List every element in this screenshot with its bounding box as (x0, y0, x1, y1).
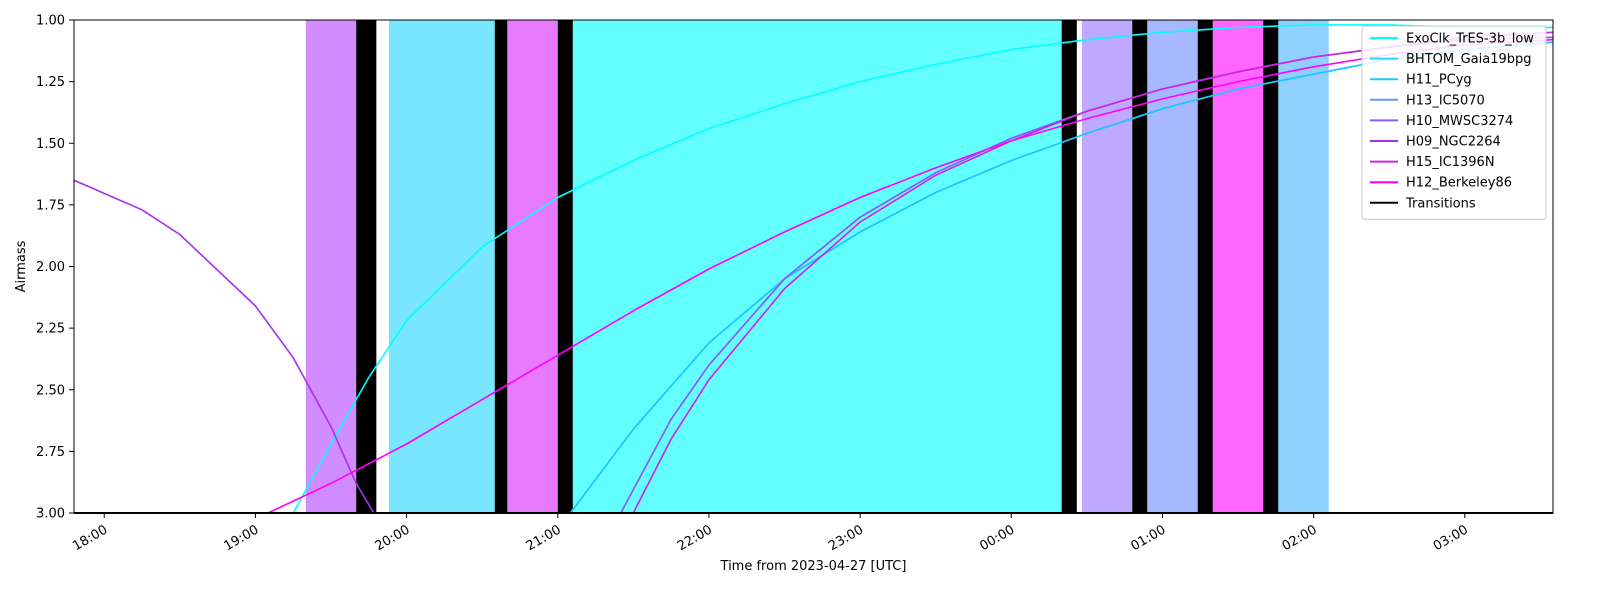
y-tick-label: 1.25 (36, 75, 65, 90)
x-tick-label: 00:00 (977, 522, 1017, 554)
observation-block (388, 20, 495, 513)
observation-block (1081, 20, 1133, 513)
series-line-5 (74, 179, 375, 513)
y-axis-label: Airmass (14, 240, 29, 292)
x-tick-label: 19:00 (221, 522, 261, 554)
x-tick-label: 02:00 (1280, 522, 1320, 554)
transition-block (1197, 20, 1213, 513)
x-tick-label: 18:00 (70, 522, 110, 554)
observation-block (1147, 20, 1198, 513)
y-tick-label: 2.00 (36, 260, 65, 275)
legend-entry: H13_IC5070 (1406, 93, 1485, 108)
x-tick-label: 03:00 (1431, 522, 1471, 554)
transition-block (1263, 20, 1279, 513)
legend: ExoClk_TrES-3b_low BHTOM_Gaia19bpg H11_PCy… (1361, 25, 1547, 220)
legend-entry: H15_IC1396N (1406, 155, 1495, 170)
x-tick-label: 23:00 (826, 522, 866, 554)
legend-entry: H12_Berkeley86 (1406, 176, 1512, 191)
observation-blocks (305, 20, 1329, 513)
y-tick-label: 2.50 (36, 383, 65, 398)
series-line-0 (292, 24, 1553, 513)
y-axis-ticks: 1.00 1.25 1.50 1.75 2.00 2.25 2.50 2.75 3.00 (36, 14, 74, 522)
legend-entry: BHTOM_Gaia19bpg (1406, 52, 1532, 67)
legend-entry: H10_MWSC3274 (1406, 114, 1513, 129)
legend-box (1361, 25, 1547, 220)
x-axis-label: Time from 2023-04-27 [UTC] (720, 559, 907, 574)
transition-block (1132, 20, 1148, 513)
x-tick-label: 01:00 (1129, 522, 1169, 554)
x-tick-label: 21:00 (524, 522, 564, 554)
legend-entry: ExoClk_TrES-3b_low (1406, 32, 1534, 47)
y-tick-label: 1.50 (36, 137, 65, 152)
observation-block (507, 20, 558, 513)
y-tick-label: 1.75 (36, 198, 65, 213)
observation-block (1278, 20, 1329, 513)
y-tick-label: 3.00 (36, 507, 65, 522)
transition-block (1061, 20, 1077, 513)
x-tick-label: 22:00 (675, 522, 715, 554)
transition-block (356, 20, 377, 513)
transition-block (494, 20, 508, 513)
x-tick-label: 20:00 (373, 522, 413, 554)
y-tick-label: 2.75 (36, 445, 65, 460)
y-tick-label: 1.00 (36, 14, 65, 29)
observation-block (305, 20, 357, 513)
legend-entry: H09_NGC2264 (1406, 135, 1501, 150)
observation-block (572, 20, 1062, 513)
legend-entry: Transitions (1405, 196, 1476, 211)
y-tick-label: 2.25 (36, 322, 65, 337)
x-axis-ticks: 18:00 19:00 20:00 21:00 22:00 23:00 00:00 01:00… (70, 513, 1471, 554)
series-line-7 (267, 38, 1553, 513)
observation-block (1212, 20, 1264, 513)
legend-entry: H11_PCyg (1406, 73, 1472, 88)
transition-block (557, 20, 573, 513)
